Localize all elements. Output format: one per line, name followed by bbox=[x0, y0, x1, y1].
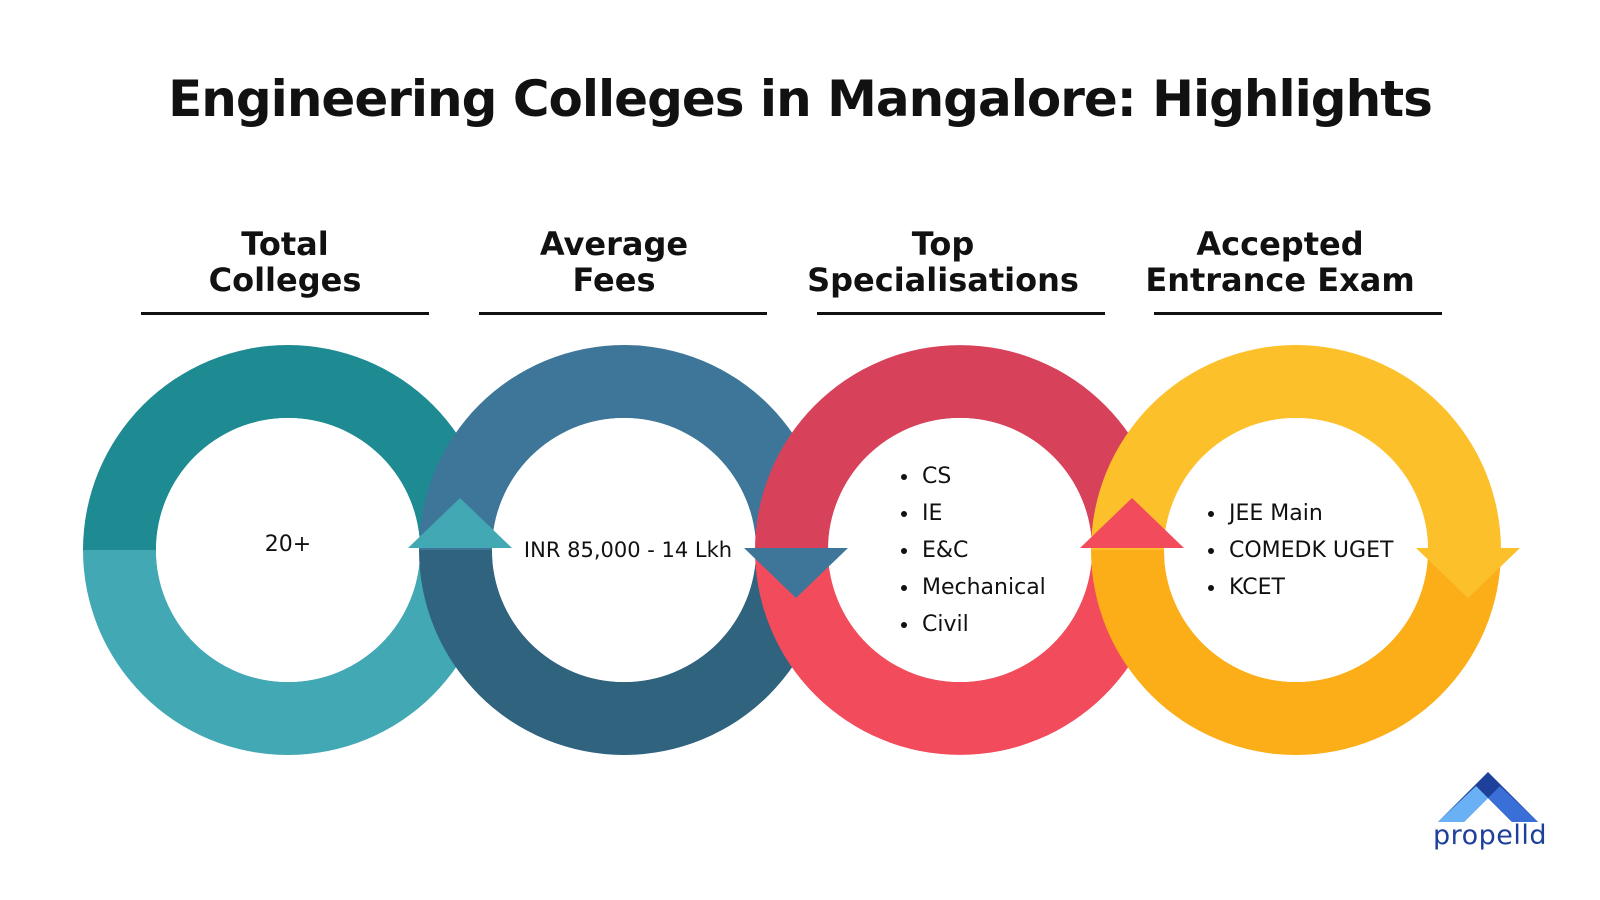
list-item: E&C bbox=[920, 532, 1046, 569]
list-item: Mechanical bbox=[920, 569, 1046, 606]
heading-average-fees: Average Fees bbox=[474, 226, 754, 298]
page-title: Engineering Colleges in Mangalore: Highl… bbox=[168, 70, 1433, 128]
ring-bottom-half bbox=[755, 550, 1165, 755]
total-colleges-value: 20+ bbox=[264, 532, 312, 557]
ring-top-half bbox=[83, 345, 493, 550]
logo-shape-light bbox=[1438, 786, 1488, 822]
ring-top-half bbox=[755, 345, 1165, 550]
heading-line: Specialisations bbox=[807, 261, 1079, 299]
heading-underline bbox=[479, 312, 767, 315]
heading-accepted-entrance-exam: Accepted Entrance Exam bbox=[1125, 226, 1435, 298]
list-item: IE bbox=[920, 495, 1046, 532]
arrow-down-icon bbox=[744, 548, 848, 598]
heading-underline bbox=[817, 312, 1105, 315]
heading-line: Fees bbox=[572, 261, 656, 299]
average-fees-value: INR 85,000 - 14 Lkh bbox=[523, 538, 733, 562]
arrow-up-icon bbox=[408, 498, 512, 548]
entrance-exam-list: JEE Main COMEDK UGET KCET bbox=[1205, 495, 1393, 606]
ring-inner bbox=[492, 418, 756, 682]
heading-underline bbox=[141, 312, 429, 315]
heading-line: Colleges bbox=[208, 261, 362, 299]
specialisations-list: CS IE E&C Mechanical Civil bbox=[898, 458, 1046, 643]
ring-inner bbox=[828, 418, 1092, 682]
heading-total-colleges: Total Colleges bbox=[145, 226, 425, 298]
ring-inner bbox=[1164, 418, 1428, 682]
list-item: Civil bbox=[920, 606, 1046, 643]
list-item: JEE Main bbox=[1227, 495, 1393, 532]
ring-bottom-half bbox=[1091, 550, 1501, 755]
ring-bottom-half bbox=[419, 550, 829, 755]
arrow-down-icon bbox=[1416, 548, 1520, 598]
list-item: CS bbox=[920, 458, 1046, 495]
list-item: KCET bbox=[1227, 569, 1393, 606]
heading-line: Average bbox=[539, 225, 689, 263]
propelld-logo-icon bbox=[1438, 772, 1538, 822]
ring-top-half bbox=[419, 345, 829, 550]
heading-line: Top bbox=[911, 225, 975, 263]
heading-line: Entrance Exam bbox=[1145, 261, 1415, 299]
heading-underline bbox=[1154, 312, 1442, 315]
logo-shape-mid bbox=[1488, 786, 1538, 822]
ring-bottom-half bbox=[83, 550, 493, 755]
list-item: COMEDK UGET bbox=[1227, 532, 1393, 569]
arrow-up-icon bbox=[1080, 498, 1184, 548]
heading-line: Total bbox=[241, 225, 329, 263]
heading-top-specialisations: Top Specialisations bbox=[793, 226, 1093, 298]
heading-line: Accepted bbox=[1196, 225, 1364, 263]
ring-top-half bbox=[1091, 345, 1501, 550]
logo-text: propelld bbox=[1432, 820, 1548, 851]
ring-inner bbox=[156, 418, 420, 682]
